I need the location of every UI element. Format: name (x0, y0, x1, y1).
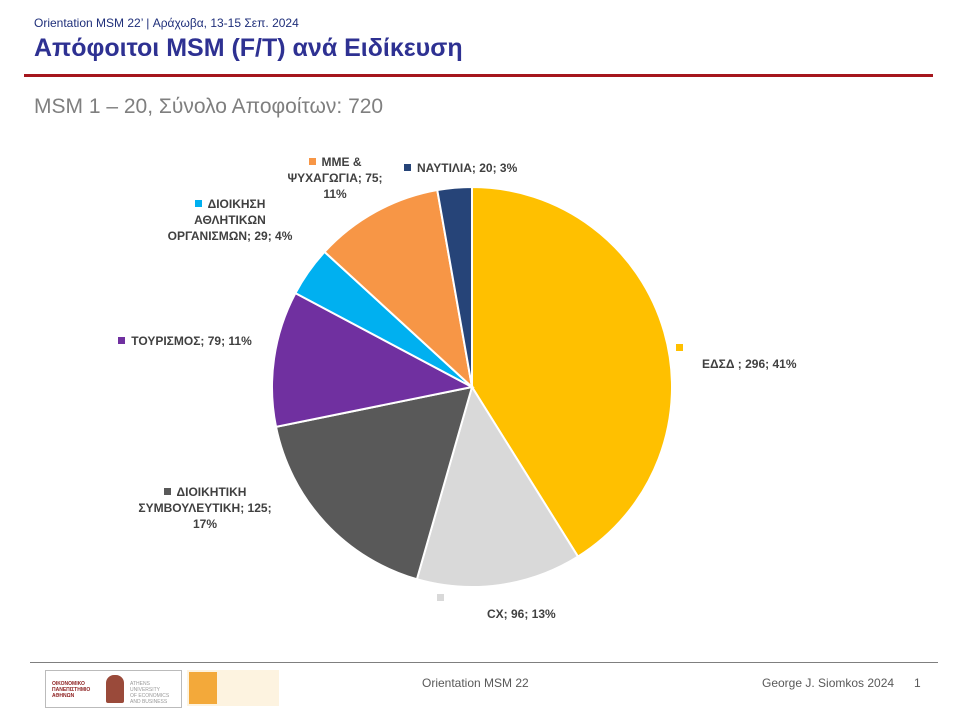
label-consulting: ΔΙΟΙΚΗΤΙΚΗ ΣΥΜΒΟΥΛΕΥΤΙΚΗ; 125; 17% (138, 485, 272, 531)
footer-center: Orientation MSM 22 (422, 676, 529, 690)
pie-slice-μμε-&-ψυχαγωγια (323, 188, 474, 390)
legend-marker (676, 344, 683, 351)
label-media: ΜΜΕ & ΨΥΧΑΓΩΓΙΑ; 75; 11% (287, 155, 383, 201)
label-cx: CX; 96; 13% (437, 590, 597, 622)
legend-marker (404, 164, 411, 171)
slide-subheader: Orientation MSM 22’ | Αράχωβα, 13-15 Σεπ… (34, 16, 299, 30)
pie-slice-διοικητικη-συμβουλευτικη (274, 385, 474, 581)
chart-title: MSM 1 – 20, Σύνολο Αποφοίτων: 720 (34, 95, 384, 118)
pie-slice-εδσδ (471, 185, 673, 558)
legend-marker (437, 594, 444, 601)
footer-author: George J. Siomkos 2024 (762, 676, 895, 690)
page-number: 1 (914, 676, 921, 690)
institute-logo (187, 670, 279, 706)
legend-marker (308, 158, 316, 165)
legend-marker (118, 337, 126, 344)
aueb-logo: ΟΙΚΟΝΟΜΙΚΟ ΠΑΝΕΠΙΣΤΗΜΙΟ ΑΘΗΝΩΝ ATHENS UNIVE… (45, 670, 182, 708)
label-shipping: ΝΑΥΤΙΛΙΑ; 20; 3% (404, 160, 564, 176)
label-sports: ΔΙΟΙΚΗΣΗ ΑΘΛΗΤΙΚΩΝ ΟΡΓΑΝΙΣΜΩΝ; 29; 4% (167, 197, 293, 243)
legend-marker (163, 488, 171, 495)
label-tourism: ΤΟΥΡΙΣΜΟΣ; 79; 11% (115, 333, 255, 349)
pie-slice-cx (415, 384, 580, 588)
pie-slice-ναυτιλια (436, 185, 473, 388)
slide-title: Απόφοιτοι MSM (F/T) ανά Ειδίκευση (34, 34, 463, 62)
legend-marker (194, 200, 202, 207)
footer-divider (30, 662, 938, 663)
title-divider (24, 74, 933, 77)
pie-slice-τουρισμος (271, 291, 475, 429)
label-edsd: ΕΔΣΔ ; 296; 41% (676, 340, 816, 372)
